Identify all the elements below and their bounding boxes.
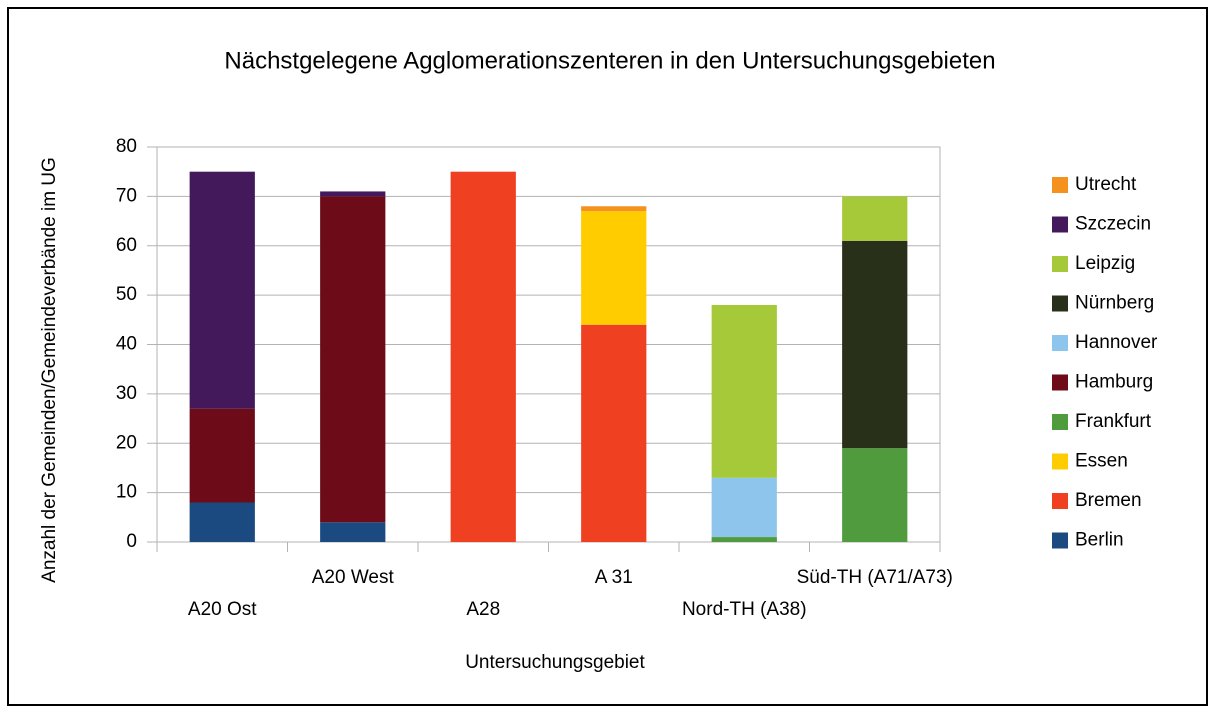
bar-segment: [842, 196, 908, 241]
bar-segment: [711, 537, 777, 542]
legend-swatch: [1052, 453, 1068, 470]
legend-label: Szczecin: [1075, 214, 1151, 235]
y-tick-label: 60: [116, 235, 137, 256]
bar-segment: [581, 211, 647, 325]
bar-segment: [320, 522, 386, 542]
legend-swatch: [1052, 216, 1068, 233]
y-tick-label: 40: [116, 334, 137, 355]
y-tick-label: 50: [116, 284, 137, 305]
bar-segment: [189, 171, 255, 409]
y-tick-label: 70: [116, 185, 137, 206]
bar-segment: [711, 477, 777, 538]
bar-segment: [189, 408, 255, 503]
legend-label: Nürnberg: [1075, 293, 1154, 314]
legend-label: Berlin: [1075, 530, 1124, 551]
y-tick-label: 30: [116, 383, 137, 404]
legend-label: Hannover: [1075, 332, 1158, 353]
x-tick-label: A20 Ost: [188, 599, 257, 620]
legend-swatch: [1052, 335, 1068, 351]
x-tick-label: A20 West: [312, 567, 395, 588]
chart-title: Nächstgelegene Agglomerationszenteren in…: [224, 47, 995, 74]
legend-label: Essen: [1075, 451, 1128, 472]
legend-label: Utrecht: [1075, 174, 1137, 195]
x-tick-label: Süd-TH (A71/A73): [797, 567, 953, 588]
y-tick-label: 20: [116, 432, 137, 453]
legend-label: Bremen: [1075, 490, 1142, 511]
x-tick-label: A 31: [595, 567, 633, 588]
bar-segment: [320, 191, 386, 197]
legend-swatch: [1052, 177, 1068, 193]
y-tick-label: 80: [116, 136, 137, 157]
bar-segment: [189, 502, 255, 542]
bar-segment: [842, 448, 908, 542]
bar-segment: [581, 206, 647, 212]
bar-segment: [450, 171, 516, 542]
legend-label: Frankfurt: [1075, 411, 1152, 432]
legend-swatch: [1052, 256, 1068, 272]
bar-segment: [842, 240, 908, 449]
legend-swatch: [1052, 532, 1068, 549]
x-axis-label: Untersuchungsgebiet: [465, 652, 645, 673]
y-tick-label: 10: [116, 482, 137, 503]
legend-swatch: [1052, 493, 1068, 509]
y-tick-label: 0: [126, 531, 137, 552]
legend-swatch: [1052, 295, 1068, 312]
legend-label: Hamburg: [1075, 372, 1153, 393]
bar-segment: [581, 324, 647, 542]
x-tick-label: Nord-TH (A38): [682, 599, 807, 620]
x-tick-label: A28: [466, 599, 500, 620]
legend-swatch: [1052, 414, 1068, 430]
bar-segment: [711, 305, 777, 478]
bar-segment: [320, 196, 386, 523]
y-axis-label: Anzahl der Gemeinden/Gemeindeverbände im…: [39, 157, 60, 583]
legend-swatch: [1052, 374, 1068, 391]
legend-label: Leipzig: [1075, 253, 1135, 274]
